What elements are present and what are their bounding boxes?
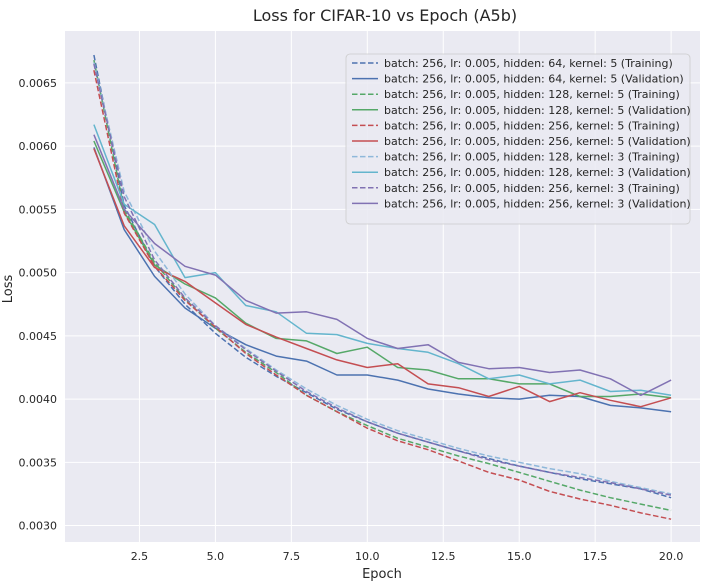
y-axis-label: Loss [1,275,16,304]
x-tick-label: 15.0 [507,550,532,563]
series-line-6 [93,148,672,408]
y-tick-label: 0.0030 [19,520,58,533]
x-tick-label: 7.5 [283,550,301,563]
legend-entry: batch: 256, lr: 0.005, hidden: 64, kerne… [384,57,673,70]
series-line-5 [93,70,672,520]
legend-entry: batch: 256, lr: 0.005, hidden: 128, kern… [384,88,680,101]
legend-entry: batch: 256, lr: 0.005, hidden: 256, kern… [384,182,680,195]
x-axis-ticks: 2.5 5.0 7.5 10.0 12.5 15.0 17.5 20.0 [131,550,684,563]
y-tick-label: 0.0055 [19,203,58,216]
y-tick-label: 0.0050 [19,267,58,280]
y-tick-label: 0.0040 [19,393,58,406]
legend: batch: 256, lr: 0.005, hidden: 64, kerne… [345,53,691,225]
series-lines [93,54,672,520]
legend-entry: batch: 256, lr: 0.005, hidden: 128, kern… [384,104,691,117]
legend-entry: batch: 256, lr: 0.005, hidden: 128, kern… [384,166,691,179]
x-tick-label: 5.0 [207,550,225,563]
x-tick-label: 10.0 [355,550,380,563]
legend-entry: batch: 256, lr: 0.005, hidden: 128, kern… [384,151,680,164]
x-tick-label: 20.0 [659,550,684,563]
y-tick-label: 0.0045 [19,330,58,343]
y-axis-ticks: 0.0030 0.0035 0.0040 0.0045 0.0050 0.0055 0.00… [19,77,58,533]
series-line-8 [93,124,672,397]
legend-entry: batch: 256, lr: 0.005, hidden: 256, kern… [384,197,691,210]
y-tick-label: 0.0060 [19,140,58,153]
y-tick-label: 0.0035 [19,456,58,469]
legend-entry: batch: 256, lr: 0.005, hidden: 64, kerne… [384,73,684,86]
y-tick-label: 0.0065 [19,77,58,90]
x-tick-label: 17.5 [583,550,608,563]
legend-entry: batch: 256, lr: 0.005, hidden: 256, kern… [384,119,680,132]
legend-box [345,53,691,225]
series-line-9 [93,63,672,496]
x-axis-label: Epoch [362,567,402,582]
series-line-10 [93,134,672,397]
legend-entry: batch: 256, lr: 0.005, hidden: 256, kern… [384,135,691,148]
chart-title: Loss for CIFAR-10 vs Epoch (A5b) [253,6,517,25]
series-line-7 [93,62,672,495]
x-tick-label: 12.5 [431,550,456,563]
series-line-2 [93,147,672,413]
x-tick-label: 2.5 [131,550,149,563]
